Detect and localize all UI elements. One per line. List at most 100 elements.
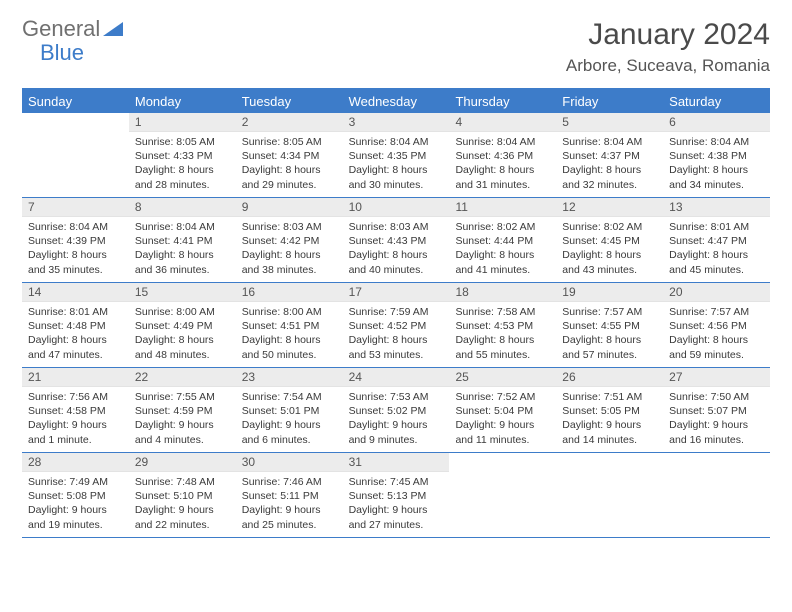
day-content: Sunrise: 7:53 AMSunset: 5:02 PMDaylight:… [343, 387, 450, 451]
day-number: 23 [236, 368, 343, 387]
daylight-text: Daylight: 8 hours and 28 minutes. [135, 163, 230, 191]
sunrise-text: Sunrise: 7:49 AM [28, 475, 123, 489]
dow-cell: Tuesday [236, 90, 343, 113]
sunrise-text: Sunrise: 8:03 AM [349, 220, 444, 234]
sunrise-text: Sunrise: 7:46 AM [242, 475, 337, 489]
sunset-text: Sunset: 4:36 PM [455, 149, 550, 163]
sunset-text: Sunset: 5:01 PM [242, 404, 337, 418]
day-number: 11 [449, 198, 556, 217]
day-cell: 20Sunrise: 7:57 AMSunset: 4:56 PMDayligh… [663, 283, 770, 367]
daylight-text: Daylight: 9 hours and 27 minutes. [349, 503, 444, 531]
daylight-text: Daylight: 8 hours and 53 minutes. [349, 333, 444, 361]
day-cell: 29Sunrise: 7:48 AMSunset: 5:10 PMDayligh… [129, 453, 236, 537]
sunrise-text: Sunrise: 8:05 AM [135, 135, 230, 149]
day-cell: 15Sunrise: 8:00 AMSunset: 4:49 PMDayligh… [129, 283, 236, 367]
daylight-text: Daylight: 9 hours and 14 minutes. [562, 418, 657, 446]
sunset-text: Sunset: 5:02 PM [349, 404, 444, 418]
sunset-text: Sunset: 4:49 PM [135, 319, 230, 333]
sunset-text: Sunset: 5:07 PM [669, 404, 764, 418]
sunset-text: Sunset: 4:39 PM [28, 234, 123, 248]
sunrise-text: Sunrise: 8:00 AM [135, 305, 230, 319]
day-cell: 2Sunrise: 8:05 AMSunset: 4:34 PMDaylight… [236, 113, 343, 197]
sunrise-text: Sunrise: 8:04 AM [28, 220, 123, 234]
day-cell: 9Sunrise: 8:03 AMSunset: 4:42 PMDaylight… [236, 198, 343, 282]
day-content: Sunrise: 8:01 AMSunset: 4:47 PMDaylight:… [663, 217, 770, 281]
dow-cell: Thursday [449, 90, 556, 113]
day-cell: 18Sunrise: 7:58 AMSunset: 4:53 PMDayligh… [449, 283, 556, 367]
sunset-text: Sunset: 4:43 PM [349, 234, 444, 248]
logo: General Blue [22, 18, 123, 64]
day-number: 25 [449, 368, 556, 387]
day-cell: 24Sunrise: 7:53 AMSunset: 5:02 PMDayligh… [343, 368, 450, 452]
header: General Blue January 2024 Arbore, Suceav… [22, 18, 770, 76]
day-number: 30 [236, 453, 343, 472]
daylight-text: Daylight: 9 hours and 9 minutes. [349, 418, 444, 446]
day-cell: 26Sunrise: 7:51 AMSunset: 5:05 PMDayligh… [556, 368, 663, 452]
week-row: 21Sunrise: 7:56 AMSunset: 4:58 PMDayligh… [22, 368, 770, 453]
day-number: 21 [22, 368, 129, 387]
day-cell: 19Sunrise: 7:57 AMSunset: 4:55 PMDayligh… [556, 283, 663, 367]
dow-row: SundayMondayTuesdayWednesdayThursdayFrid… [22, 90, 770, 113]
sunset-text: Sunset: 5:10 PM [135, 489, 230, 503]
day-content: Sunrise: 7:58 AMSunset: 4:53 PMDaylight:… [449, 302, 556, 366]
sunrise-text: Sunrise: 7:48 AM [135, 475, 230, 489]
day-cell [663, 453, 770, 537]
day-content: Sunrise: 8:02 AMSunset: 4:44 PMDaylight:… [449, 217, 556, 281]
day-cell: 11Sunrise: 8:02 AMSunset: 4:44 PMDayligh… [449, 198, 556, 282]
daylight-text: Daylight: 8 hours and 31 minutes. [455, 163, 550, 191]
sunset-text: Sunset: 4:44 PM [455, 234, 550, 248]
day-cell: 12Sunrise: 8:02 AMSunset: 4:45 PMDayligh… [556, 198, 663, 282]
sunrise-text: Sunrise: 8:04 AM [455, 135, 550, 149]
week-row: 14Sunrise: 8:01 AMSunset: 4:48 PMDayligh… [22, 283, 770, 368]
day-number: 4 [449, 113, 556, 132]
day-number: 29 [129, 453, 236, 472]
sunset-text: Sunset: 5:08 PM [28, 489, 123, 503]
sunrise-text: Sunrise: 8:03 AM [242, 220, 337, 234]
dow-cell: Monday [129, 90, 236, 113]
day-cell: 30Sunrise: 7:46 AMSunset: 5:11 PMDayligh… [236, 453, 343, 537]
sunset-text: Sunset: 4:42 PM [242, 234, 337, 248]
sunset-text: Sunset: 4:34 PM [242, 149, 337, 163]
sunset-text: Sunset: 4:45 PM [562, 234, 657, 248]
day-cell: 7Sunrise: 8:04 AMSunset: 4:39 PMDaylight… [22, 198, 129, 282]
day-number: 22 [129, 368, 236, 387]
sunrise-text: Sunrise: 7:58 AM [455, 305, 550, 319]
sunrise-text: Sunrise: 7:54 AM [242, 390, 337, 404]
location-text: Arbore, Suceava, Romania [566, 56, 770, 76]
day-content: Sunrise: 7:57 AMSunset: 4:56 PMDaylight:… [663, 302, 770, 366]
day-cell: 5Sunrise: 8:04 AMSunset: 4:37 PMDaylight… [556, 113, 663, 197]
day-content: Sunrise: 7:54 AMSunset: 5:01 PMDaylight:… [236, 387, 343, 451]
weeks-container: 1Sunrise: 8:05 AMSunset: 4:33 PMDaylight… [22, 113, 770, 538]
dow-cell: Sunday [22, 90, 129, 113]
day-number: 18 [449, 283, 556, 302]
day-cell: 17Sunrise: 7:59 AMSunset: 4:52 PMDayligh… [343, 283, 450, 367]
sunrise-text: Sunrise: 8:04 AM [135, 220, 230, 234]
day-cell: 13Sunrise: 8:01 AMSunset: 4:47 PMDayligh… [663, 198, 770, 282]
day-number: 15 [129, 283, 236, 302]
day-content: Sunrise: 8:04 AMSunset: 4:39 PMDaylight:… [22, 217, 129, 281]
sunset-text: Sunset: 4:38 PM [669, 149, 764, 163]
sunset-text: Sunset: 4:48 PM [28, 319, 123, 333]
daylight-text: Daylight: 8 hours and 30 minutes. [349, 163, 444, 191]
week-row: 7Sunrise: 8:04 AMSunset: 4:39 PMDaylight… [22, 198, 770, 283]
day-content: Sunrise: 7:51 AMSunset: 5:05 PMDaylight:… [556, 387, 663, 451]
day-number: 5 [556, 113, 663, 132]
day-content: Sunrise: 7:49 AMSunset: 5:08 PMDaylight:… [22, 472, 129, 536]
sunrise-text: Sunrise: 8:01 AM [669, 220, 764, 234]
sunset-text: Sunset: 4:33 PM [135, 149, 230, 163]
sunrise-text: Sunrise: 8:04 AM [669, 135, 764, 149]
daylight-text: Daylight: 8 hours and 29 minutes. [242, 163, 337, 191]
daylight-text: Daylight: 9 hours and 11 minutes. [455, 418, 550, 446]
day-content: Sunrise: 8:05 AMSunset: 4:34 PMDaylight:… [236, 132, 343, 196]
day-content: Sunrise: 7:48 AMSunset: 5:10 PMDaylight:… [129, 472, 236, 536]
day-cell: 4 Sunrise: 8:04 AMSunset: 4:36 PMDaylight… [449, 113, 556, 197]
sunrise-text: Sunrise: 7:56 AM [28, 390, 123, 404]
logo-triangle-icon [103, 22, 123, 36]
sunrise-text: Sunrise: 8:02 AM [562, 220, 657, 234]
day-number: 3 [343, 113, 450, 132]
day-content: Sunrise: 7:57 AMSunset: 4:55 PMDaylight:… [556, 302, 663, 366]
day-number: 8 [129, 198, 236, 217]
logo-text-2: Blue [40, 42, 123, 64]
day-cell [556, 453, 663, 537]
daylight-text: Daylight: 8 hours and 50 minutes. [242, 333, 337, 361]
